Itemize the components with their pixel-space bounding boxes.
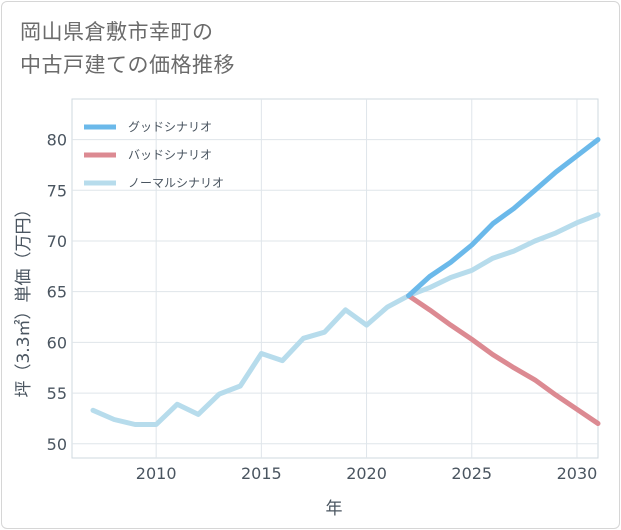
y-tick-label: 65 xyxy=(47,283,67,302)
x-axis-label: 年 xyxy=(326,499,343,519)
x-tick-label: 2020 xyxy=(346,464,387,483)
series-line-1 xyxy=(406,293,601,426)
x-tick-label: 2010 xyxy=(136,464,177,483)
legend-label: グッドシナリオ xyxy=(128,120,212,134)
y-tick-label: 60 xyxy=(47,333,67,352)
legend-label: ノーマルシナリオ xyxy=(128,176,224,190)
x-tick-label: 2015 xyxy=(241,464,282,483)
y-tick-label: 50 xyxy=(47,435,67,454)
x-tick-label: 2030 xyxy=(557,464,598,483)
chart-title: 岡山県倉敷市幸町の 中古戸建ての価格推移 xyxy=(20,16,235,82)
y-tick-label: 80 xyxy=(47,131,67,150)
series-lines xyxy=(90,137,601,427)
y-axis-label: 坪（3.3㎡）単価（万円） xyxy=(14,200,34,397)
y-tick-label: 55 xyxy=(47,384,67,403)
grid-lines xyxy=(72,99,598,458)
series-line-0 xyxy=(406,137,601,299)
series-line-2 xyxy=(90,212,601,427)
plot-area xyxy=(71,98,599,459)
axis-ticks: 50 55 60 65 70 75 80 2010 2015 2020 2025 2030 xyxy=(47,131,598,483)
chart-title-line-1: 岡山県倉敷市幸町の xyxy=(20,20,214,44)
x-tick-label: 2025 xyxy=(451,464,492,483)
y-tick-label: 75 xyxy=(47,181,67,200)
chart-title-line-2: 中古戸建ての価格推移 xyxy=(20,53,235,77)
legend-label: バッドシナリオ xyxy=(128,148,212,162)
y-tick-label: 70 xyxy=(47,232,67,251)
